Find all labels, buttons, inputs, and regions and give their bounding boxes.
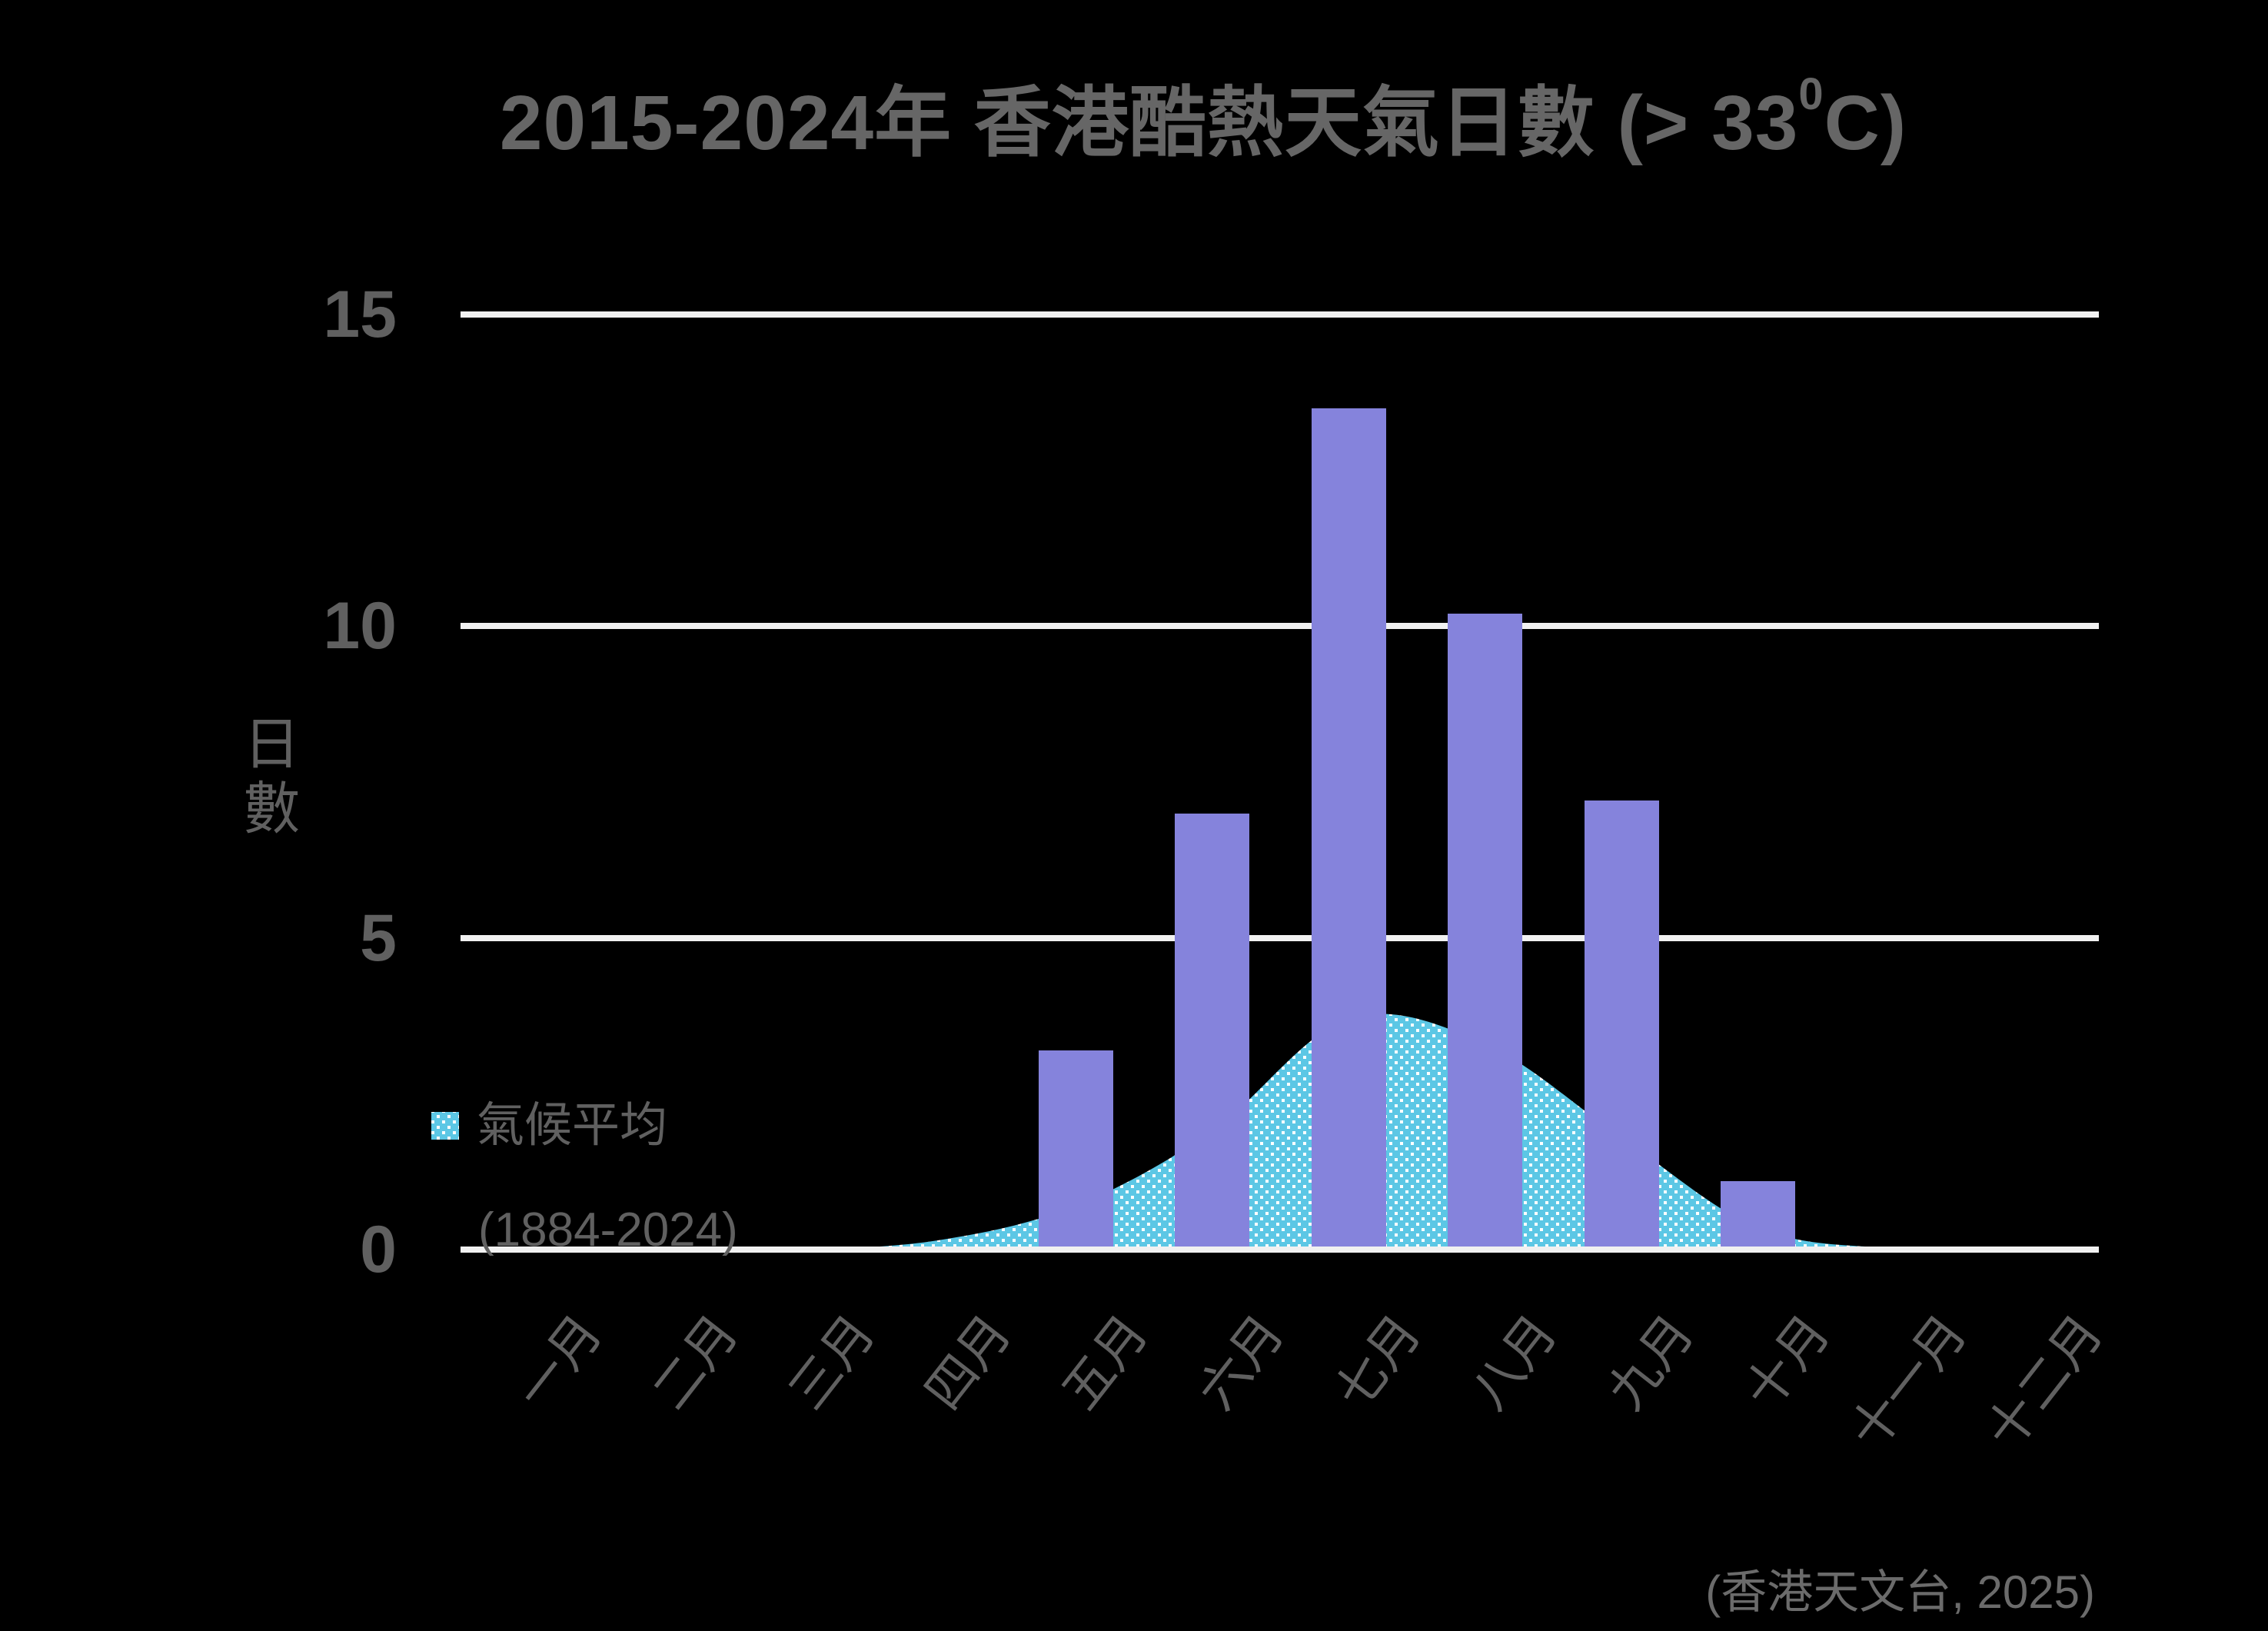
bar-六月 (1175, 813, 1250, 1253)
legend-label: 氣候平均 (477, 1099, 668, 1152)
y-axis-title: 日數 (235, 714, 299, 843)
y-tick-label-5: 5 (360, 900, 397, 975)
gridline-10 (461, 623, 2099, 630)
chart-title-superscript: 0 (1798, 69, 1824, 119)
bar-八月 (1448, 614, 1523, 1253)
bar-十月 (1721, 1180, 1796, 1253)
bar-五月 (1038, 1050, 1113, 1253)
y-tick-label-10: 10 (323, 589, 397, 664)
gridline-15 (461, 311, 2099, 318)
bar-九月 (1584, 801, 1659, 1253)
chart-title-end: C) (1824, 80, 1907, 166)
chart-title: 2015-2024年 香港酷熱天氣日數 (> 330C) (308, 60, 2099, 171)
legend-swatch-icon (431, 1112, 459, 1140)
y-tick-label-0: 0 (360, 1213, 397, 1286)
legend-sublabel: (1884-2024) (478, 1203, 738, 1257)
source-note: (香港天文台, 2025) (1705, 1566, 2095, 1618)
climate-average-area (461, 1014, 2099, 1250)
y-tick-label-15: 15 (323, 278, 397, 351)
gridline-5 (461, 934, 2099, 941)
chart-title-main: 2015-2024年 香港酷熱天氣日數 (> 33 (499, 80, 1799, 166)
bar-七月 (1311, 408, 1386, 1253)
x-axis-baseline (461, 1247, 2099, 1253)
